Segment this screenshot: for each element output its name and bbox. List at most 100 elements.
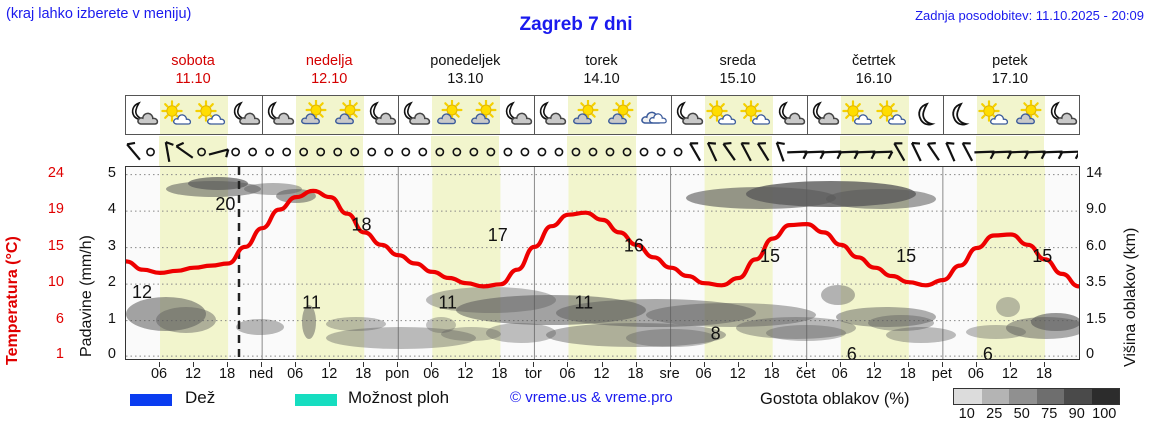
cloud-density-blob [766, 325, 846, 341]
copyright-link[interactable]: © vreme.us & vreme.pro [510, 389, 673, 406]
cloud-density-blob [441, 327, 501, 341]
temperature-label: 6 [983, 344, 993, 359]
temperature-label: 6 [847, 344, 857, 359]
moon-cloud-icon [807, 96, 841, 134]
x-axis-label: pet [931, 366, 952, 382]
daylight-band [159, 136, 228, 166]
day-header-četrtek: četrtek 16.10 [806, 52, 942, 88]
day-separator [806, 96, 808, 134]
cloud-density-blob [486, 323, 556, 343]
sun-cloud-icon [739, 96, 773, 134]
cloud-density-title: Gostota oblakov (%) [760, 390, 910, 408]
temperature-label: 15 [1032, 246, 1052, 266]
x-axis-label: 06 [559, 366, 576, 382]
moon-cloud-icon [126, 96, 160, 134]
x-tick [805, 362, 807, 367]
x-tick [975, 362, 977, 367]
x-axis-label: 06 [423, 366, 440, 382]
page-title: Zagreb 7 dni [519, 14, 633, 35]
x-tick [261, 362, 263, 367]
cloud-height-tick: 3.5 [1086, 274, 1107, 291]
sun-cloud-icon [841, 96, 875, 134]
day-name: torek [585, 53, 618, 69]
day-date: 16.10 [855, 71, 892, 87]
cloud-height-tick: 14 [1086, 164, 1103, 181]
cloud-density-blob [236, 319, 284, 335]
day-name: petek [992, 53, 1028, 69]
x-tick [295, 362, 297, 367]
day-date: 15.10 [719, 71, 756, 87]
temperature-label: 15 [760, 246, 780, 266]
cloud-density-blob [626, 329, 716, 347]
temperature-axis-title: Temperatura (°C) [4, 236, 21, 365]
temperature-label: 18 [352, 215, 372, 235]
x-axis-label: 18 [219, 366, 236, 382]
x-tick [363, 362, 365, 367]
x-tick [771, 362, 773, 367]
day-header-petek: petek 17.10 [942, 52, 1078, 88]
day-header-nedelja: nedelja 12.10 [261, 52, 397, 88]
temperature-tick: 6 [55, 310, 64, 327]
daylight-band [432, 167, 501, 359]
precip-tick: 2 [107, 274, 116, 291]
x-tick [227, 362, 229, 367]
moon-cloud-icon [500, 96, 534, 134]
location-menu-note: (kraj lahko izberete v meniju) [6, 6, 192, 22]
precip-tick: 4 [107, 201, 116, 218]
x-tick [329, 362, 331, 367]
temperature-tick: 1 [55, 346, 64, 363]
temperature-label: 11 [574, 292, 593, 312]
x-axis-label: 06 [831, 366, 848, 382]
x-tick [499, 362, 501, 367]
rain-label: Dež [185, 388, 216, 407]
cloud-density-blob [736, 317, 856, 339]
showers-label: Možnost ploh [348, 388, 450, 407]
x-axis-label: 06 [287, 366, 304, 382]
x-axis-label: 06 [967, 366, 984, 382]
cloud-sun-icon [330, 96, 364, 134]
rain-swatch [130, 394, 172, 406]
day-header-bar: sobota 11.10 nedelja 12.10 ponedeljek 13.10 to… [125, 52, 1080, 92]
x-tick [465, 362, 467, 367]
day-separator [398, 96, 400, 134]
cloud-density-tick: 90 [1068, 406, 1085, 422]
last-update-stamp: Zadnja posodobitev: 11.10.2025 - 20:09 [915, 8, 1144, 23]
cloud-density-blob [126, 297, 206, 331]
cloud-sun-icon [568, 96, 602, 134]
cloud-density-segment [1036, 389, 1064, 404]
x-axis-label: čet [796, 366, 816, 382]
cloud-density-tick: 100 [1092, 406, 1117, 422]
temperature-label: 17 [488, 225, 508, 245]
cloud-density-blob [556, 299, 756, 327]
day-name: sobota [171, 53, 215, 69]
x-tick [669, 362, 671, 367]
moon-cloud-icon [773, 96, 807, 134]
x-axis-label: 18 [763, 366, 780, 382]
temperature-label: 16 [624, 235, 644, 255]
day-date: 17.10 [991, 71, 1029, 87]
day-date: 13.10 [447, 71, 484, 87]
temperature-label: 11 [302, 292, 321, 312]
x-tick [193, 362, 195, 367]
day-separator [670, 96, 672, 134]
cloud-icon [637, 96, 671, 134]
temperature-tick: 10 [47, 274, 64, 291]
cloud-height-tick: 6.0 [1086, 237, 1107, 254]
moon-cloud-icon [364, 96, 398, 134]
cloud-density-blob [302, 305, 316, 339]
precip-tick: 3 [107, 237, 116, 254]
x-tick [907, 362, 909, 367]
x-tick [533, 362, 535, 367]
cloud-density-legend: Gostota oblakov (%) 10 25 50 75 90 100 [760, 386, 1150, 430]
wind-barb-row [125, 136, 1080, 166]
x-tick [1043, 362, 1045, 367]
x-tick [839, 362, 841, 367]
cloud-density-blob [546, 323, 726, 347]
temperature-tick: 19 [47, 201, 64, 218]
x-axis-label: ned [249, 366, 274, 382]
precip-tick: 1 [107, 310, 116, 327]
cloud-density-blob [868, 315, 934, 331]
x-tick [601, 362, 603, 367]
cloud-density-segment [1091, 389, 1119, 404]
cloud-density-tick: 10 [958, 406, 975, 422]
